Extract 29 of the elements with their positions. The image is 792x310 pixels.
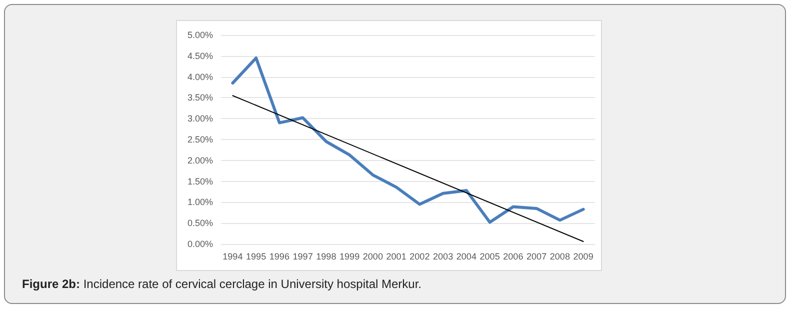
x-tick-label: 1999	[340, 252, 360, 262]
x-tick-label: 2001	[386, 252, 406, 262]
y-tick-label: 2.50%	[187, 134, 213, 144]
y-tick-label: 1.00%	[187, 197, 213, 208]
line-series	[231, 56, 585, 224]
x-tick-label: 2003	[433, 252, 454, 262]
x-tick-label: 2004	[456, 252, 476, 262]
x-tick-label: 1995	[246, 252, 266, 262]
y-tick-label: 4.00%	[187, 72, 213, 82]
x-tick-label: 2006	[503, 252, 524, 262]
x-tick-label: 1994	[222, 252, 243, 262]
x-tick-label: 2007	[526, 252, 547, 262]
caption: Figure 2b: Incidence rate of cervical cerclage in University hospital Merkur.	[22, 277, 422, 291]
x-tick-label: 2002	[410, 252, 430, 262]
x-tick-label: 2009	[573, 252, 594, 262]
x-tick-label: 1998	[316, 252, 336, 262]
y-tick-label: 2.00%	[187, 155, 213, 166]
y-tick-label: 4.50%	[187, 50, 213, 61]
x-tick-label: 1996	[269, 252, 290, 262]
x-tick-label: 2005	[480, 252, 500, 262]
y-tick-label: 0.00%	[187, 239, 213, 249]
y-tick-label: 0.50%	[187, 218, 213, 228]
y-tick-label: 3.50%	[187, 92, 213, 103]
y-tick-label: 3.00%	[187, 114, 213, 124]
y-tick-label: 1.50%	[187, 176, 213, 186]
x-tick-label: 1997	[292, 252, 313, 262]
x-tick-label: 2000	[362, 252, 383, 262]
y-tick-label: 5.00%	[187, 30, 213, 40]
x-tick-label: 2008	[550, 252, 570, 262]
